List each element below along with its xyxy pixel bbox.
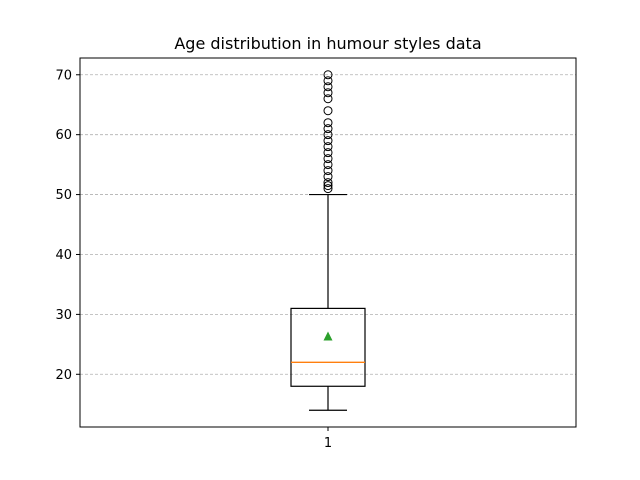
x-axis: 1 [324, 427, 332, 451]
outlier-point [323, 178, 333, 188]
outlier-point [323, 181, 333, 191]
outlier-point [323, 118, 333, 128]
outlier-point [323, 148, 333, 158]
outlier-point [323, 160, 333, 170]
y-tick-label: 40 [55, 248, 72, 263]
x-tick-label: 1 [324, 436, 332, 451]
outlier-point [323, 154, 333, 164]
outlier-point [323, 166, 333, 176]
y-tick-label: 50 [55, 188, 72, 203]
outlier-point [323, 88, 333, 98]
y-tick-label: 20 [55, 368, 72, 383]
chart-title: Age distribution in humour styles data [174, 34, 481, 53]
outlier-point [323, 94, 333, 104]
y-tick-label: 70 [55, 68, 72, 83]
iqr-box [290, 307, 366, 387]
plot-frame [79, 57, 577, 428]
y-axis: 20 30 40 50 60 70 [55, 68, 80, 383]
y-tick-label: 60 [55, 128, 72, 143]
outlier-point [323, 136, 333, 146]
outlier-point [323, 172, 333, 182]
outlier-point [323, 82, 333, 92]
outlier-point [323, 106, 333, 116]
outlier-point [323, 130, 333, 140]
outlier-point [323, 70, 333, 80]
outlier-point [323, 142, 333, 152]
y-tick-label: 30 [55, 308, 72, 323]
outlier-point [323, 184, 333, 194]
mean-marker [323, 331, 333, 341]
box-plot [290, 70, 366, 411]
outlier-point [323, 76, 333, 86]
outlier-point [323, 124, 333, 134]
